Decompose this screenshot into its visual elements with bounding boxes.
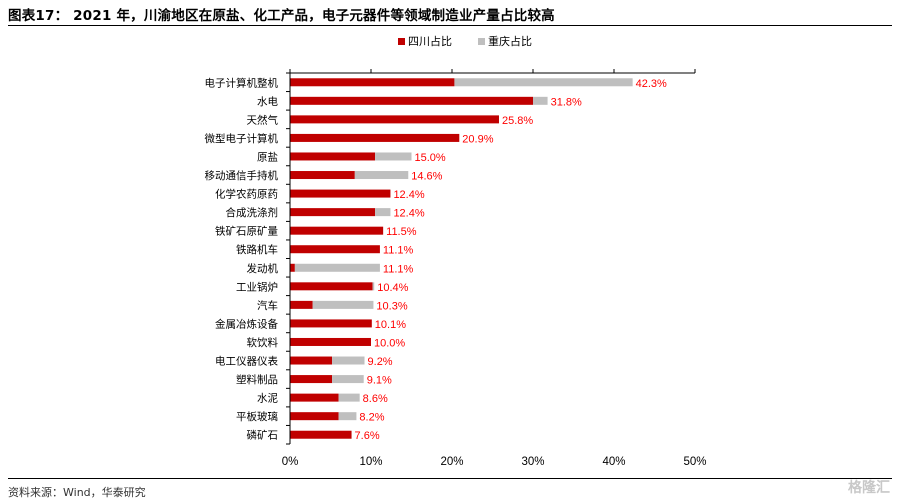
bar-sichuan: [290, 412, 339, 421]
bar-chongqing: [372, 282, 375, 291]
x-tick-label: 40%: [602, 456, 625, 468]
x-tick-label: 0%: [282, 456, 299, 468]
bar-sichuan: [290, 96, 533, 105]
category-label: 铁路机车: [236, 243, 278, 256]
bar-chongqing: [338, 412, 357, 421]
category-label: 电子计算机整机: [205, 76, 279, 89]
bar-chongqing: [338, 393, 360, 402]
bar-sichuan: [290, 208, 376, 217]
bar-sichuan: [290, 430, 352, 439]
source-note: 资料来源：Wind，华泰研究: [8, 486, 146, 499]
category-label: 磷矿石: [247, 429, 279, 442]
category-label: 天然气: [247, 113, 279, 126]
bar-sichuan: [290, 171, 355, 180]
bar-sichuan: [290, 263, 295, 272]
stacked-bar-chart: 电子计算机整机 42.3% 水电 31.8% 天然气 25.8% 微型电子计算机 20.9% 原…: [205, 34, 707, 468]
footer-divider: [8, 478, 892, 479]
data-label: 11.1%: [383, 245, 414, 257]
data-label: 12.4%: [393, 189, 424, 201]
data-label: 9.2%: [368, 356, 393, 368]
bar-sichuan: [290, 115, 499, 124]
category-label: 移动通信手持机: [205, 169, 279, 182]
data-label: 20.9%: [462, 133, 493, 145]
data-label: 14.6%: [411, 171, 442, 183]
bar-chongqing: [454, 78, 633, 87]
data-label: 42.3%: [636, 78, 667, 90]
data-label: 12.4%: [393, 208, 424, 220]
legend-swatch-chongqing: [478, 38, 485, 45]
category-label: 水泥: [257, 392, 278, 405]
category-label: 铁矿石原矿量: [215, 225, 278, 238]
x-tick-label: 30%: [521, 456, 544, 468]
bar-sichuan: [290, 375, 333, 384]
bar-chongqing: [332, 375, 364, 384]
category-label: 微型电子计算机: [205, 132, 279, 145]
data-label: 9.1%: [367, 375, 392, 387]
data-label: 10.1%: [375, 319, 406, 331]
bar-chongqing: [375, 152, 412, 161]
data-label: 11.1%: [383, 263, 414, 275]
bar-chongqing: [332, 356, 365, 365]
category-label: 软饮料: [247, 336, 279, 349]
bar-chongqing: [294, 263, 380, 272]
data-label: 8.6%: [363, 393, 388, 405]
category-label: 发动机: [247, 262, 279, 275]
category-label: 电工仪器仪表: [215, 355, 278, 368]
watermark-logo: 格隆汇: [848, 480, 890, 496]
bar-sichuan: [290, 356, 333, 365]
x-tick-label: 50%: [683, 456, 706, 468]
category-label: 塑料制品: [236, 373, 278, 386]
data-label: 8.2%: [359, 412, 384, 424]
bar-sichuan: [290, 393, 339, 402]
category-label: 汽车: [257, 299, 278, 312]
bar-sichuan: [290, 152, 376, 161]
data-label: 25.8%: [502, 115, 533, 127]
x-tick-label: 20%: [440, 456, 463, 468]
data-label: 31.8%: [551, 96, 582, 108]
figure-title: 图表17： 2021 年，川渝地区在原盐、化工产品，电子元器件等领域制造业产量占…: [8, 8, 555, 24]
category-label: 平板玻璃: [236, 410, 278, 423]
data-label: 7.6%: [355, 430, 380, 442]
bar-chongqing: [375, 208, 391, 217]
legend-swatch-sichuan: [398, 38, 405, 45]
bar-sichuan: [290, 282, 373, 291]
data-label: 11.5%: [386, 226, 417, 238]
bar-chongqing: [533, 96, 548, 105]
bar-sichuan: [290, 245, 380, 254]
bar-chongqing: [354, 171, 409, 180]
bar-sichuan: [290, 300, 313, 309]
data-label: 10.0%: [374, 337, 405, 349]
category-label: 水电: [257, 95, 278, 108]
category-label: 金属冶炼设备: [215, 317, 278, 330]
category-label: 化学农药原药: [215, 188, 278, 201]
data-label: 10.3%: [376, 300, 407, 312]
legend-label: 四川占比: [408, 34, 452, 48]
bar-chongqing: [312, 300, 374, 309]
data-label: 10.4%: [377, 282, 408, 294]
category-label: 工业锅炉: [236, 281, 278, 293]
bar-sichuan: [290, 133, 460, 142]
bar-sichuan: [290, 189, 391, 198]
bar-sichuan: [290, 319, 372, 328]
bar-sichuan: [290, 78, 455, 87]
title-bar: 图表17： 2021 年，川渝地区在原盐、化工产品，电子元器件等领域制造业产量占…: [8, 3, 892, 26]
bar-sichuan: [290, 226, 384, 235]
category-label: 原盐: [257, 150, 278, 163]
legend-label: 重庆占比: [488, 34, 532, 48]
category-label: 合成洗涤剂: [226, 206, 279, 219]
x-tick-label: 10%: [359, 456, 382, 468]
data-label: 15.0%: [415, 152, 446, 164]
bar-sichuan: [290, 337, 371, 346]
